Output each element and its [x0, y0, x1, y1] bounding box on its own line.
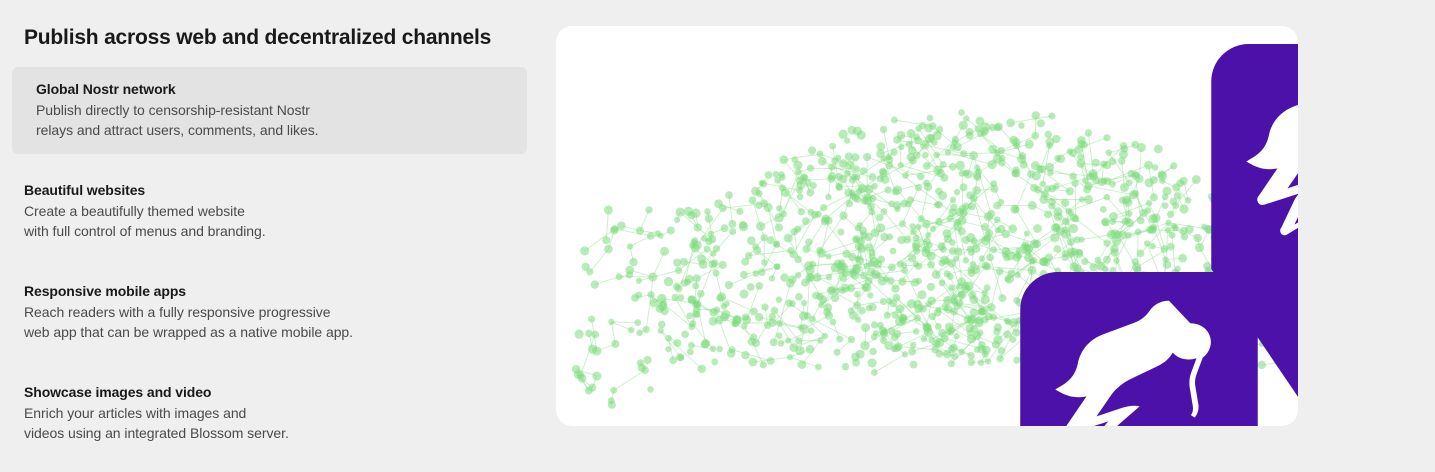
- feature-description-line: relays and attract users, comments, and …: [36, 122, 319, 138]
- features-column: Publish across web and decentralized cha…: [0, 0, 540, 472]
- feature-title: Responsive mobile apps: [24, 283, 186, 299]
- feature-description-line: Publish directly to censorship-resistant…: [36, 102, 310, 118]
- map-pin-icon: [1020, 272, 1258, 426]
- feature-list: Global Nostr network Publish directly to …: [0, 67, 540, 457]
- feature-spacer: [0, 154, 540, 168]
- map-pin-icon: [1211, 44, 1298, 397]
- feature-title: Global Nostr network: [36, 81, 176, 97]
- feature-item-content: Responsive mobile apps Reach readers with…: [24, 282, 516, 342]
- relay-pin-layer: [556, 26, 1298, 426]
- feature-description-line: Create a beautifully themed website: [24, 203, 245, 219]
- feature-title: Showcase images and video: [24, 384, 212, 400]
- feature-item-content: Global Nostr network Publish directly to …: [24, 80, 515, 140]
- feature-description-line: videos using an integrated Blossom serve…: [24, 425, 289, 441]
- page-title: Publish across web and decentralized cha…: [24, 26, 492, 49]
- feature-item-showcase-images-and-video[interactable]: Showcase images and video Enrich your art…: [0, 370, 540, 457]
- ostrich-icon: [1246, 104, 1298, 236]
- feature-spacer: [0, 356, 540, 370]
- feature-item-content: Showcase images and video Enrich your art…: [24, 383, 516, 443]
- relay-pin-right[interactable]: [1102, 230, 1127, 272]
- feature-item-responsive-mobile-apps[interactable]: Responsive mobile apps Reach readers with…: [0, 269, 540, 356]
- ostrich-icon: [1055, 300, 1211, 426]
- nostr-network-graph: [571, 109, 1294, 409]
- feature-item-global-nostr-network[interactable]: Global Nostr network Publish directly to …: [12, 67, 527, 154]
- feature-title: Beautiful websites: [24, 182, 146, 198]
- feature-description-line: web app that can be wrapped as a native …: [24, 324, 354, 340]
- map-pin-icon: [1102, 230, 1298, 426]
- feature-description-line: Reach readers with a fully responsive pr…: [24, 304, 331, 320]
- feature-description-line: with full control of menus and branding.: [24, 223, 266, 239]
- relay-pin-left[interactable]: [768, 272, 1258, 426]
- network-graph-card: [556, 26, 1298, 426]
- feature-item-beautiful-websites[interactable]: Beautiful websites Create a beautifully t…: [0, 168, 540, 255]
- feature-spacer: [0, 255, 540, 269]
- relay-pin-primary[interactable]: [959, 44, 1298, 397]
- feature-item-content: Beautiful websites Create a beautifully t…: [24, 181, 516, 241]
- feature-description-line: Enrich your articles with images and: [24, 405, 247, 421]
